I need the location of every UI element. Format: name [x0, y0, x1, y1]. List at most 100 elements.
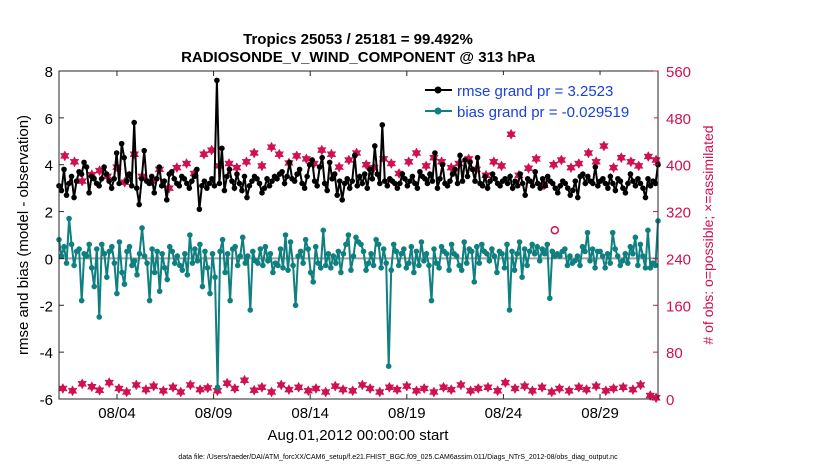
obs-count-point — [257, 381, 267, 393]
obs-count-point — [230, 382, 240, 395]
chart-subtitle: RADIOSONDE_V_WIND_COMPONENT @ 313 hPa — [181, 49, 536, 66]
legend: rmse grand pr = 3.2523 bias grand pr = -0… — [420, 75, 654, 122]
y-tick-label-right: 80 — [666, 345, 683, 362]
obs-count-point — [573, 157, 584, 170]
bias-point — [395, 262, 402, 269]
rmse-point — [153, 175, 160, 182]
bias-point — [534, 243, 540, 250]
bias-point — [645, 227, 651, 234]
bias-point — [131, 257, 138, 264]
rmse-point — [324, 187, 330, 194]
rmse-point — [326, 159, 333, 166]
rmse-point — [113, 150, 120, 156]
bias-point — [212, 274, 218, 280]
bias-point — [473, 243, 480, 250]
bias-point — [635, 262, 641, 269]
bias-series — [56, 215, 661, 391]
rmse-point — [474, 154, 481, 161]
obs-count-point — [510, 382, 520, 395]
rmse-point — [630, 178, 636, 184]
bias-point — [541, 250, 548, 257]
bias-point — [524, 262, 530, 269]
rmse-point — [349, 178, 356, 184]
obs-count-point — [365, 382, 375, 395]
bias-point — [353, 234, 359, 241]
rmse-point — [259, 190, 265, 196]
bias-point — [604, 250, 611, 257]
rmse-point — [574, 194, 581, 201]
rmse-point — [294, 171, 300, 177]
bias-point — [642, 265, 649, 271]
rmse-point — [156, 164, 163, 170]
rmse-point — [429, 178, 436, 184]
obs-count-point — [249, 147, 259, 159]
obs-count-point — [181, 157, 192, 170]
rmse-point — [394, 185, 401, 191]
rmse-point — [512, 178, 518, 184]
rmse-point — [256, 180, 263, 187]
obs-count-point — [438, 381, 449, 393]
rmse-point — [652, 180, 659, 187]
rmse-point — [171, 175, 178, 182]
bias-point — [61, 243, 67, 250]
obs-count-point — [519, 380, 530, 392]
obs-count-point — [303, 385, 314, 397]
rmse-point — [118, 140, 125, 147]
obs-count-point — [564, 385, 574, 397]
bias-point — [413, 248, 420, 255]
bias-point — [151, 269, 158, 276]
rmse-point — [627, 171, 634, 177]
rmse-point — [482, 173, 488, 180]
bias-point — [244, 253, 251, 259]
bias-point — [98, 241, 105, 248]
rmse-point — [71, 194, 77, 201]
rmse-point — [206, 180, 213, 187]
bias-point — [398, 250, 405, 257]
rmse-point — [261, 185, 268, 191]
bias-point — [86, 241, 93, 248]
plot-area — [59, 71, 658, 399]
rmse-point — [133, 185, 140, 191]
rmse-point — [622, 190, 629, 196]
obs-count-point — [330, 380, 341, 392]
bias-point — [136, 250, 143, 257]
bias-point — [491, 253, 498, 259]
legend-label-rmse: rmse grand pr = 3.2523 — [457, 83, 613, 100]
obs-count-point — [241, 156, 252, 168]
x-tick-label: 08/24 — [485, 405, 523, 422]
rmse-point — [86, 190, 92, 196]
rmse-point — [279, 168, 285, 175]
obs-count-point — [651, 392, 661, 404]
legend-box — [420, 75, 654, 122]
y-tick-label-right: 560 — [666, 64, 691, 81]
rmse-point — [454, 180, 461, 187]
bias-point — [345, 232, 352, 238]
bias-point — [338, 269, 344, 276]
bias-point — [564, 262, 571, 269]
obs-count-point — [403, 156, 414, 168]
x-tick-label: 08/19 — [388, 405, 426, 422]
x-tick-label: 08/29 — [581, 405, 619, 422]
rmse-point — [449, 171, 456, 177]
bias-point — [93, 246, 100, 252]
rmse-point — [121, 154, 127, 161]
bias-point — [312, 243, 319, 250]
rmse-point — [361, 171, 368, 177]
bias-point — [161, 265, 168, 271]
y-axis-right-label: # of obs: o=possible; ×=assimilated — [700, 125, 716, 344]
rmse-point — [422, 175, 428, 182]
rmse-point — [647, 183, 654, 189]
obs-count-point — [212, 385, 223, 397]
obs-count-point — [104, 377, 115, 389]
rmse-point — [439, 161, 446, 168]
rmse-point — [364, 185, 371, 191]
bias-point — [290, 262, 296, 269]
bias-point — [156, 288, 163, 295]
rmse-point — [316, 164, 323, 170]
rmse-point — [519, 180, 526, 187]
bias-point — [242, 260, 249, 266]
obs-count-point — [121, 386, 132, 398]
obs-count-point — [284, 384, 294, 396]
bias-point — [443, 250, 450, 257]
obs-count-point — [635, 379, 646, 391]
